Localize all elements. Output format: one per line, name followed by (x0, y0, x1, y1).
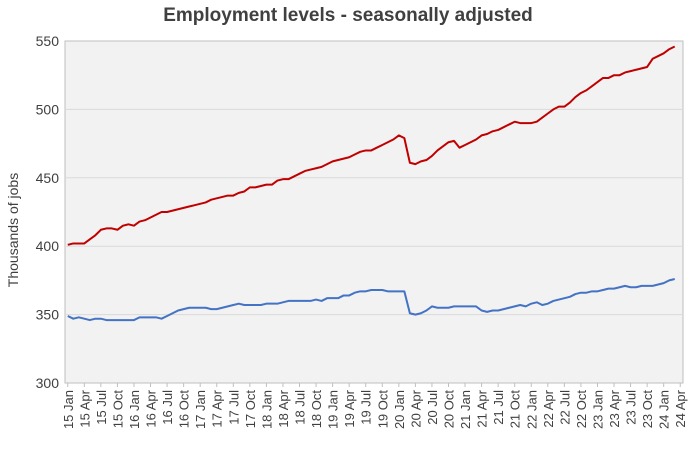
x-tick-label: 23 Apr (607, 389, 622, 427)
series-lines (67, 45, 676, 322)
x-tick-label: 24 Jan (657, 390, 672, 429)
y-axis-ticks: 300 350 400 450 500 550 (36, 33, 60, 391)
chart-title: Employment levels - seasonally adjusted (163, 5, 533, 26)
x-tick-label: 21 Jul (491, 390, 506, 425)
x-tick-label: 21 Jan (458, 390, 473, 429)
x-tick-label: 18 Jul (293, 390, 308, 425)
x-tick-label: 19 Jul (359, 390, 374, 425)
x-tick-label: 19 Apr (342, 389, 357, 427)
x-tick-label: 20 Oct (441, 390, 456, 429)
x-tick-label: 16 Jul (160, 390, 175, 425)
x-tick-label: 16 Apr (144, 389, 159, 427)
x-tick-label: 23 Jan (590, 390, 605, 429)
x-tick-label: 18 Apr (276, 389, 291, 427)
x-tick-label: 16 Jan (127, 390, 142, 429)
x-axis-ticks: 15 Jan 15 Apr 15 Jul 15 Oct 16 Jan 16 Apr 16 J… (61, 383, 688, 429)
x-tick-label: 20 Apr (408, 389, 423, 427)
x-tick-label: 20 Jan (392, 390, 407, 429)
x-tick-label: 15 Oct (110, 390, 125, 429)
x-tick-label: 21 Apr (475, 389, 490, 427)
x-tick-label: 22 Jan (524, 390, 539, 429)
series-line-2 (67, 278, 675, 322)
x-tick-label: 18 Jan (259, 390, 274, 429)
series-line-1 (67, 45, 676, 246)
y-tick-label: 500 (36, 101, 60, 117)
x-tick-label: 22 Oct (574, 390, 589, 429)
x-tick-label: 19 Oct (375, 390, 390, 429)
x-tick-label: 15 Jan (61, 390, 76, 429)
y-tick-label: 400 (36, 238, 60, 254)
x-tick-label: 16 Oct (177, 390, 192, 429)
x-tick-label: 15 Jul (94, 390, 109, 425)
x-tick-label: 19 Jan (326, 390, 341, 429)
x-tick-label: 23 Jul (624, 390, 639, 425)
plot-area (64, 40, 684, 384)
x-tick-label: 17 Jan (193, 390, 208, 429)
x-tick-label: 18 Oct (309, 390, 324, 429)
x-tick-label: 22 Jul (557, 390, 572, 425)
x-tick-label: 17 Jul (226, 390, 241, 425)
y-tick-label: 450 (36, 170, 60, 186)
x-tick-label: 24 Apr (673, 389, 688, 427)
x-tick-label: 20 Jul (425, 390, 440, 425)
x-tick-label: 21 Oct (508, 390, 523, 429)
x-tick-label: 15 Apr (77, 389, 92, 427)
x-tick-label: 17 Oct (243, 390, 258, 429)
y-tick-label: 300 (36, 375, 60, 391)
x-tick-label: 22 Apr (541, 389, 556, 427)
y-tick-label: 550 (36, 33, 60, 49)
y-tick-label: 350 (36, 307, 60, 323)
x-tick-label: 23 Oct (640, 390, 655, 429)
x-tick-label: 17 Apr (210, 389, 225, 427)
